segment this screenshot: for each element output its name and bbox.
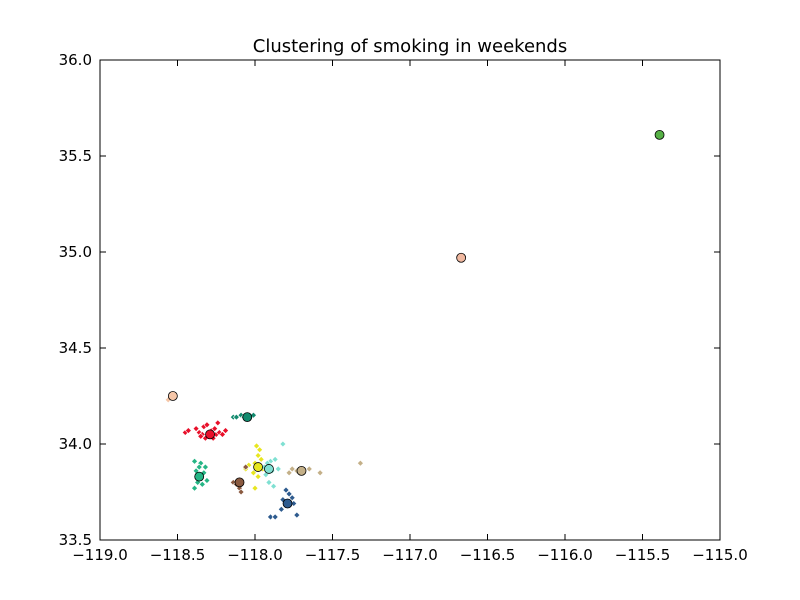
cluster-0-point: [219, 430, 226, 438]
cluster-1-point: [232, 413, 240, 421]
x-tick-label: −115.5: [615, 546, 671, 564]
cluster-4-center: [264, 464, 274, 474]
cluster-7-point: [293, 511, 301, 519]
cluster-5-center: [296, 465, 307, 476]
x-tick-label: −117.5: [305, 546, 361, 564]
cluster-3-point: [253, 442, 260, 450]
cluster-3-point: [251, 484, 259, 492]
chart-title: Clustering of smoking in weekends: [253, 36, 568, 57]
y-tick-label: 33.5: [59, 531, 92, 549]
cluster-5-point: [288, 465, 296, 473]
cluster-7-point: [282, 486, 290, 494]
cluster-0-center: [205, 429, 215, 440]
cluster-10-center: [654, 129, 665, 140]
y-tick-label: 35.0: [59, 243, 92, 261]
cluster-7-point: [267, 513, 274, 521]
x-tick-label: −115.0: [692, 546, 748, 564]
cluster-7-center: [282, 498, 293, 509]
cluster-2-point: [195, 463, 203, 471]
cluster-6-center: [234, 477, 245, 488]
cluster-3-point: [250, 469, 257, 477]
cluster-2-point: [203, 477, 211, 484]
x-tick-label: −118.0: [227, 546, 283, 564]
cluster-5-point: [316, 469, 324, 477]
cluster-5-point: [356, 459, 364, 467]
cluster-2-point: [201, 463, 209, 471]
cluster-4-point: [279, 440, 287, 448]
x-tick-label: −118.5: [150, 546, 206, 564]
cluster-2-point: [191, 484, 198, 492]
plot-area: [100, 60, 720, 540]
y-tick-label: 36.0: [59, 51, 92, 69]
cluster-5-point: [305, 465, 313, 473]
x-tick-label: −116.5: [460, 546, 516, 564]
ticks-layer: −119.0 −118.5 −118.0 −117.5 −117.0 −116.5 −116…: [59, 51, 748, 564]
cluster-2-point: [191, 457, 198, 465]
cluster-4-point: [274, 465, 282, 473]
y-tick-label: 34.0: [59, 435, 92, 453]
x-tick-label: −117.0: [382, 546, 438, 564]
cluster-2-point: [198, 480, 206, 488]
cluster-0-point: [197, 432, 205, 440]
cluster-0-point: [184, 427, 192, 434]
cluster-7-point: [271, 513, 279, 521]
plot-frame: [99, 59, 721, 541]
cluster-6-point: [242, 463, 250, 471]
cluster-7-point: [277, 505, 285, 513]
cluster-0-point: [211, 425, 219, 433]
cluster-6-point: [237, 488, 245, 496]
cluster-1-center: [242, 412, 253, 423]
cluster-0-point: [214, 419, 222, 427]
cluster-3-point: [257, 455, 265, 463]
x-tick-label: −116.0: [537, 546, 593, 564]
y-tick-label: 35.5: [59, 147, 92, 165]
cluster-5-point: [285, 469, 293, 477]
centers-layer: [167, 129, 665, 509]
cluster-0-point: [222, 427, 229, 434]
y-tick-label: 34.5: [59, 339, 92, 357]
cluster-9-center: [456, 252, 467, 263]
cluster-7-point: [285, 490, 293, 498]
cluster-4-point: [270, 482, 278, 490]
cluster-4-point: [265, 478, 273, 486]
x-tick-label: −119.0: [72, 546, 128, 564]
cluster-3-center: [253, 462, 264, 472]
cluster-0-point: [192, 425, 200, 433]
cluster-3-point: [254, 473, 262, 481]
cluster-3-point: [256, 446, 264, 454]
cluster-2-center: [194, 471, 205, 482]
cluster-3-point: [254, 452, 262, 459]
cluster-0-point: [203, 421, 211, 429]
cluster-4-point: [271, 455, 279, 463]
cluster-7-point: [288, 494, 296, 502]
cluster-8-center: [167, 391, 178, 401]
